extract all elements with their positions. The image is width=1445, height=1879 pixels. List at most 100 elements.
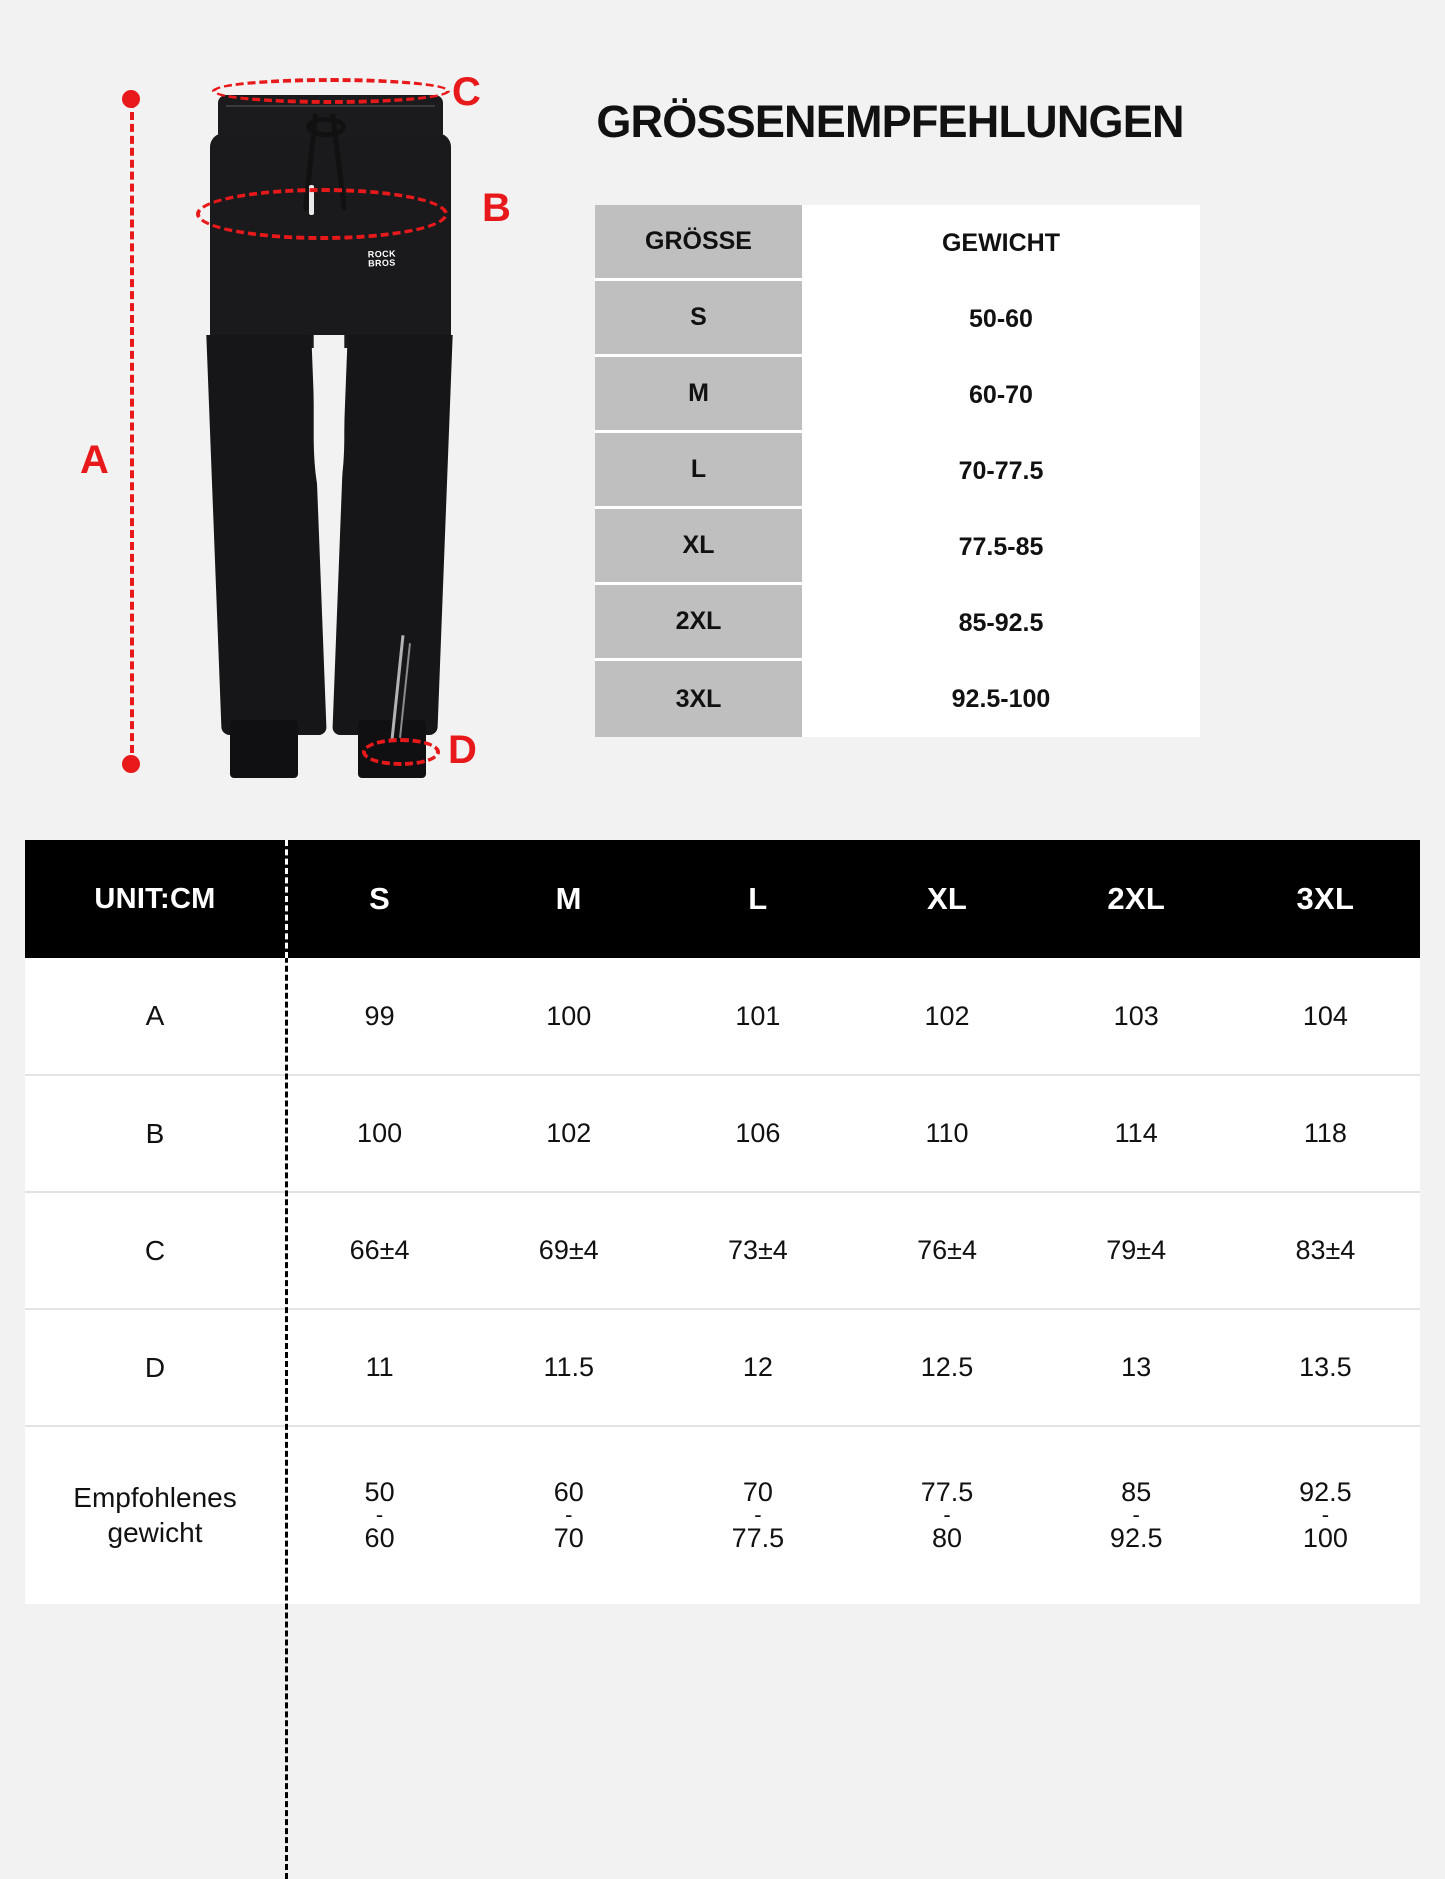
value-top: 92.5 — [1299, 1477, 1352, 1508]
cell-recommended-m: 60 - 70 — [474, 1426, 663, 1604]
table-row: S 50-60 — [595, 281, 1200, 357]
size-value: 2XL — [595, 585, 802, 661]
cell-a-l: 101 — [663, 958, 853, 1076]
measure-label-a: A — [80, 438, 110, 482]
row-label-line1: Empfohlenes — [73, 1482, 237, 1514]
size-value: 3XL — [595, 661, 802, 737]
cell-d-l: 12 — [663, 1309, 853, 1427]
value-dash: - — [375, 1502, 384, 1528]
page-title: GRÖSSENEMPFEHLUNGEN — [596, 96, 1184, 147]
table-row: 3XL 92.5-100 — [595, 661, 1200, 737]
measure-ellipse-d — [362, 738, 440, 766]
header-weight: GEWICHT — [802, 205, 1200, 281]
table-row: L 70-77.5 — [595, 433, 1200, 509]
size-header-3xl: 3XL — [1296, 881, 1355, 916]
measure-label-d: D — [448, 728, 478, 772]
value-top: 77.5 — [920, 1477, 974, 1508]
weight-value: 70-77.5 — [802, 433, 1200, 509]
size-header-l: L — [748, 881, 768, 916]
jogger-pants-illustration: ROCK BROS — [200, 95, 460, 778]
cell-b-l: 106 — [663, 1075, 853, 1193]
value-top: 85 — [1121, 1477, 1152, 1508]
value-bottom: 77.5 — [731, 1522, 785, 1553]
value-dash: - — [565, 1502, 573, 1528]
product-diagram: ROCK BROS A B C D — [0, 0, 560, 820]
value-dash: - — [1132, 1502, 1140, 1528]
table-header-row: GRÖSSE GEWICHT — [595, 205, 1200, 281]
size-recommendation-table: GRÖSSE GEWICHT S 50-60 M 60-70 L 70-77.5… — [595, 205, 1200, 737]
cell-a-m: 100 — [474, 958, 664, 1076]
table-row: D 11 11.5 12 12.5 13 13.5 — [25, 1309, 1420, 1427]
row-label-recommended-weight: Empfohlenes gewicht — [25, 1426, 285, 1604]
cell-recommended-l: 70 - 77.5 — [663, 1426, 852, 1604]
pants-hip — [210, 133, 451, 348]
cell-b-2xl: 114 — [1041, 1075, 1231, 1193]
measurement-table: UNIT:CM S M L XL 2XL 3XL A 99 100 101 10… — [25, 840, 1420, 1604]
cell-c-3xl: 83±4 — [1230, 1192, 1420, 1310]
cell-c-2xl: 79±4 — [1041, 1192, 1231, 1310]
table-row: B 100 102 106 110 114 118 — [25, 1075, 1420, 1193]
cell-recommended-s: 50 - 60 — [285, 1426, 474, 1604]
table-row: XL 77.5-85 — [595, 509, 1200, 585]
row-label-c: C — [25, 1192, 285, 1310]
weight-value: 50-60 — [802, 281, 1200, 357]
brand-logo: ROCK BROS — [367, 249, 397, 270]
header-size: GRÖSSE — [595, 205, 802, 281]
pants-leg-left — [206, 335, 327, 735]
measurement-header-row: UNIT:CM S M L XL 2XL 3XL — [25, 840, 1420, 958]
cell-c-m: 69±4 — [474, 1192, 664, 1310]
cell-d-2xl: 13 — [1041, 1309, 1231, 1427]
value-bottom: 80 — [932, 1522, 963, 1553]
value-bottom: 60 — [364, 1522, 395, 1553]
cell-recommended-xl: 77.5 - 80 — [852, 1426, 1041, 1604]
measure-label-c: C — [452, 70, 482, 114]
value-bottom: 100 — [1302, 1522, 1348, 1553]
cell-d-xl: 12.5 — [852, 1309, 1042, 1427]
cell-a-2xl: 103 — [1041, 958, 1231, 1076]
cell-d-s: 11 — [285, 1309, 475, 1427]
value-bottom: 92.5 — [1109, 1522, 1163, 1553]
value-top: 50 — [364, 1477, 395, 1508]
value-dash: - — [943, 1502, 951, 1528]
size-value: L — [595, 433, 802, 509]
cell-c-l: 73±4 — [663, 1192, 853, 1310]
brand-logo-line2: BROS — [367, 257, 396, 269]
dimension-dot-top — [122, 90, 140, 108]
measurement-table-wrapper: UNIT:CM S M L XL 2XL 3XL A 99 100 101 10… — [25, 840, 1420, 1879]
cell-recommended-2xl: 85 - 92.5 — [1042, 1426, 1231, 1604]
size-header-2xl: 2XL — [1107, 881, 1166, 916]
value-bottom: 70 — [553, 1522, 584, 1553]
cell-a-xl: 102 — [852, 958, 1042, 1076]
unit-header: UNIT:CM — [94, 882, 216, 915]
cell-recommended-3xl: 92.5 - 100 — [1231, 1426, 1420, 1604]
table-row: C 66±4 69±4 73±4 76±4 79±4 83±4 — [25, 1192, 1420, 1310]
table-row-recommended-weight: Empfohlenes gewicht 50 - 60 60 - 70 — [25, 1426, 1420, 1604]
cell-b-xl: 110 — [852, 1075, 1042, 1193]
weight-value: 85-92.5 — [802, 585, 1200, 661]
value-dash: - — [1321, 1502, 1330, 1528]
cell-b-3xl: 118 — [1230, 1075, 1420, 1193]
cell-a-3xl: 104 — [1230, 958, 1420, 1076]
size-header-s: S — [369, 881, 391, 916]
pants-crotch-gap — [313, 335, 345, 505]
measure-ellipse-b — [196, 188, 448, 240]
row-label-b: B — [25, 1075, 285, 1193]
size-value: M — [595, 357, 802, 433]
cell-c-xl: 76±4 — [852, 1192, 1042, 1310]
table-row: M 60-70 — [595, 357, 1200, 433]
table-row: A 99 100 101 102 103 104 — [25, 958, 1420, 1076]
pants-cuff-left — [230, 720, 298, 778]
table-row: 2XL 85-92.5 — [595, 585, 1200, 661]
drawstring-knot — [306, 117, 346, 137]
weight-value: 92.5-100 — [802, 661, 1200, 737]
row-label-line2: gewicht — [107, 1516, 203, 1548]
row-label-d: D — [25, 1309, 285, 1427]
recommendation-panel: GRÖSSENEMPFEHLUNGEN GRÖSSE GEWICHT S 50-… — [560, 0, 1445, 820]
dimension-line-a — [130, 100, 134, 765]
cell-c-s: 66±4 — [285, 1192, 475, 1310]
pants-leg-right — [332, 335, 453, 735]
cell-d-3xl: 13.5 — [1230, 1309, 1420, 1427]
size-header-xl: XL — [926, 881, 968, 916]
size-value: S — [595, 281, 802, 357]
cell-b-s: 100 — [285, 1075, 475, 1193]
